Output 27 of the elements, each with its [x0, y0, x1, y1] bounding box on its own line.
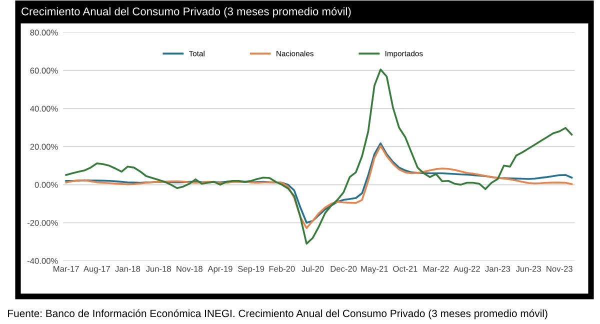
x-tick-label: Aug-17: [83, 266, 110, 274]
x-tick-label: Jun-23: [516, 266, 541, 272]
x-tick-label: Feb-20: [269, 266, 295, 272]
x-tick-label: Mar-17: [54, 266, 79, 272]
x-tick-label: Apr-19: [208, 266, 232, 274]
x-tick-label: Sep-19: [238, 266, 264, 274]
x-tick-label: Dec-20: [330, 266, 357, 272]
y-tick-label: 60.00%: [30, 68, 58, 74]
y-tick-label: -40.00%: [27, 258, 58, 264]
x-tick-label: Jul-20: [302, 266, 324, 272]
x-tick-label: Aug-22: [453, 266, 480, 274]
source-note: Fuente: Banco de Información Económica INEGI. Crecimiento Anual del Consumo Privado (3 meses promedio móvil): [8, 309, 548, 320]
line-series: [65, 68, 573, 245]
x-tick-label: Jun-18: [146, 266, 171, 272]
y-tick-label: 80.00%: [30, 30, 58, 36]
y-tick-label: 0.00%: [34, 182, 58, 188]
x-tick-label: Nov-23: [546, 266, 572, 272]
y-tick-label: -20.00%: [27, 220, 58, 226]
x-tick-label: Jan-18: [115, 266, 140, 272]
y-tick-label: 20.00%: [30, 144, 58, 150]
x-tick-label: May-21: [361, 266, 388, 274]
x-tick-label: Jan-23: [485, 266, 510, 272]
x-tick-label: Mar-22: [424, 266, 449, 272]
x-tick-label: Nov-18: [176, 266, 202, 272]
y-tick-label: 40.00%: [30, 106, 58, 112]
chart-title: Crecimiento Anual del Consumo Privado (3 meses promedio móvil): [22, 7, 351, 18]
x-tick-label: Oct-21: [393, 266, 418, 272]
